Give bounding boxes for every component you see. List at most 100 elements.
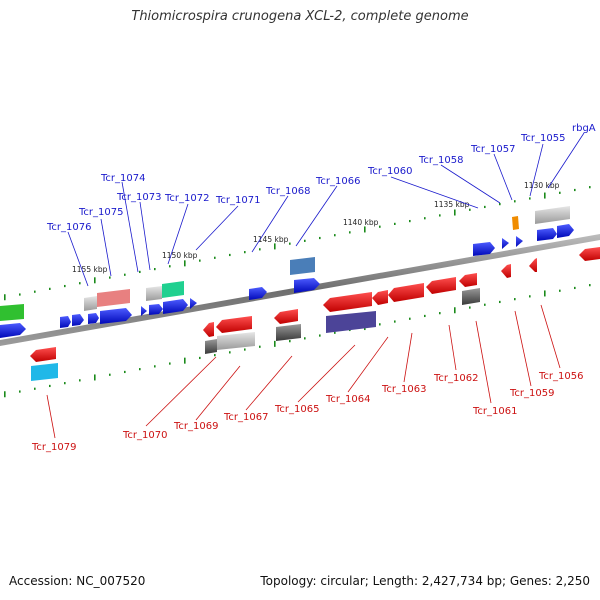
label-Tcr_1079[interactable]: Tcr_1079 xyxy=(31,442,76,453)
label-Tcr_1061[interactable]: Tcr_1061 xyxy=(472,406,517,417)
label-Tcr_1063[interactable]: Tcr_1063 xyxy=(381,384,426,395)
gene-Tcr_1056[interactable] xyxy=(529,258,537,272)
gene-Tcr_1073-a[interactable] xyxy=(141,306,147,316)
gene-Tcr_1069[interactable] xyxy=(216,316,252,333)
gene-Tcr_1067[interactable] xyxy=(274,309,298,324)
gene-Tcr_1075-pink[interactable] xyxy=(97,289,130,307)
gene-Tcr_1060[interactable] xyxy=(473,242,495,256)
forward-strand-genes xyxy=(0,206,574,338)
inner-ring-tick xyxy=(424,314,426,318)
outer-ring-tick xyxy=(244,251,246,254)
gene-Tcr_1079-cyan[interactable] xyxy=(31,363,58,381)
gene-Tcr_1071-small[interactable] xyxy=(249,287,267,300)
gene-Tcr_1079[interactable] xyxy=(30,347,56,362)
gene-Tcr_1066[interactable] xyxy=(294,278,320,293)
gene-Tcr_1072[interactable] xyxy=(163,299,188,314)
gene-Tcr_1075[interactable] xyxy=(88,313,99,324)
inner-ring-tick xyxy=(64,382,66,385)
outer-ring-tick xyxy=(4,294,6,301)
gene-rbgA[interactable] xyxy=(557,224,574,238)
label-Tcr_1066[interactable]: Tcr_1066 xyxy=(315,176,360,187)
gene-Tcr_1075-gray[interactable] xyxy=(84,296,97,311)
label-Tcr_1070[interactable]: Tcr_1070 xyxy=(122,430,167,441)
gene-Tcr_1058-b[interactable] xyxy=(516,236,523,247)
gene-Tcr_1076-a[interactable] xyxy=(60,316,71,328)
label-Tcr_1071[interactable]: Tcr_1071 xyxy=(215,195,260,206)
outer-ring-tick xyxy=(124,273,126,276)
gene-Tcr_1062[interactable] xyxy=(426,277,456,294)
gene-Tcr_1064[interactable] xyxy=(372,290,388,305)
label-Tcr_1056[interactable]: Tcr_1056 xyxy=(538,371,583,382)
label-Tcr_1076[interactable]: Tcr_1076 xyxy=(46,222,91,233)
inner-ring-tick xyxy=(34,387,36,390)
inner-ring-tick xyxy=(19,390,21,393)
gene-Tcr_1057-orange[interactable] xyxy=(512,216,519,230)
label-Tcr_1059[interactable]: Tcr_1059 xyxy=(509,388,554,399)
outer-ring-tick xyxy=(499,203,501,206)
gene-Tcr_1063[interactable] xyxy=(388,283,424,302)
inner-ring-tick xyxy=(469,306,471,309)
outer-ring-tick xyxy=(214,256,216,259)
outer-ring-tick xyxy=(169,265,171,268)
position-ring-outer xyxy=(4,186,591,301)
outer-ring-tick xyxy=(94,277,96,284)
inner-ring-tick xyxy=(109,373,111,376)
gene-Tcr_1070[interactable] xyxy=(203,322,214,337)
gene-Tcr_1068-steel[interactable] xyxy=(290,257,315,275)
gene-green[interactable] xyxy=(0,304,24,321)
label-Tcr_1058[interactable]: Tcr_1058 xyxy=(418,155,463,166)
label-Tcr_1072[interactable]: Tcr_1072 xyxy=(164,193,209,204)
label-Tcr_1060[interactable]: Tcr_1060 xyxy=(367,166,412,177)
gene-Tcr_1055-blue[interactable] xyxy=(537,228,557,241)
gene-Tcr_1073-gray[interactable] xyxy=(146,286,162,301)
gene-Tcr_1074[interactable] xyxy=(100,308,132,324)
outer-ring-tick xyxy=(79,282,81,285)
inner-ring-tick xyxy=(484,303,486,306)
gene-Tcr_1069-gray[interactable] xyxy=(217,332,255,350)
tick-labels: 1155 kbp 1150 kbp 1145 kbp 1140 kbp 1135… xyxy=(72,181,560,274)
outer-ring-tick xyxy=(589,186,591,189)
label-Tcr_1074[interactable]: Tcr_1074 xyxy=(100,173,145,184)
label-Tcr_1055[interactable]: Tcr_1055 xyxy=(520,133,565,144)
label-Tcr_1069[interactable]: Tcr_1069 xyxy=(173,421,218,432)
label-Tcr_1067[interactable]: Tcr_1067 xyxy=(223,412,268,423)
outer-ring-tick xyxy=(334,234,336,237)
gene-Tcr_1076-b[interactable] xyxy=(72,314,84,326)
outer-ring-tick xyxy=(109,276,111,279)
gene-left-blue-1[interactable] xyxy=(0,323,26,338)
gene-Tcr_1069-dark[interactable] xyxy=(205,339,217,354)
inner-ring-tick xyxy=(229,351,231,354)
inner-ring-tick xyxy=(244,348,246,351)
gene-Tcr_1065[interactable] xyxy=(323,292,372,312)
gene-Tcr_1065-purple[interactable] xyxy=(326,311,376,333)
inner-ring-tick xyxy=(379,323,381,326)
inner-ring-tick xyxy=(574,286,576,290)
gene-Tcr_1067-dark[interactable] xyxy=(276,324,301,341)
gene-Tcr_1061[interactable] xyxy=(459,273,477,287)
gene-right-red[interactable] xyxy=(579,247,600,261)
label-rbgA[interactable]: rbgA xyxy=(572,123,596,134)
gene-Tcr_1059[interactable] xyxy=(501,264,511,278)
label-Tcr_1065[interactable]: Tcr_1065 xyxy=(274,404,319,415)
label-Tcr_1062[interactable]: Tcr_1062 xyxy=(433,373,478,384)
inner-ring-tick xyxy=(454,307,456,314)
bottom-gene-labels: Tcr_1079 Tcr_1070 Tcr_1069 Tcr_1067 Tcr_… xyxy=(31,371,583,453)
gene-Tcr_1072-teal[interactable] xyxy=(162,281,184,298)
gene-Tcr_1071[interactable] xyxy=(190,298,197,309)
outer-ring-tick xyxy=(154,267,156,271)
gene-Tcr_1061-dark[interactable] xyxy=(462,288,480,305)
gene-Tcr_1073-b[interactable] xyxy=(149,304,163,315)
outer-ring-tick xyxy=(469,208,471,211)
outer-ring-tick xyxy=(199,259,201,262)
position-ring-inner xyxy=(4,284,591,398)
outer-ring-tick xyxy=(19,293,21,296)
label-Tcr_1073[interactable]: Tcr_1073 xyxy=(116,192,161,203)
label-Tcr_1057[interactable]: Tcr_1057 xyxy=(470,144,515,155)
label-Tcr_1064[interactable]: Tcr_1064 xyxy=(325,394,370,405)
gene-Tcr_1055-gray[interactable] xyxy=(535,206,570,224)
label-Tcr_1075[interactable]: Tcr_1075 xyxy=(78,207,123,218)
label-Tcr_1068[interactable]: Tcr_1068 xyxy=(265,186,310,197)
gene-Tcr_1058-a[interactable] xyxy=(502,238,509,249)
inner-ring-tick xyxy=(529,295,531,298)
